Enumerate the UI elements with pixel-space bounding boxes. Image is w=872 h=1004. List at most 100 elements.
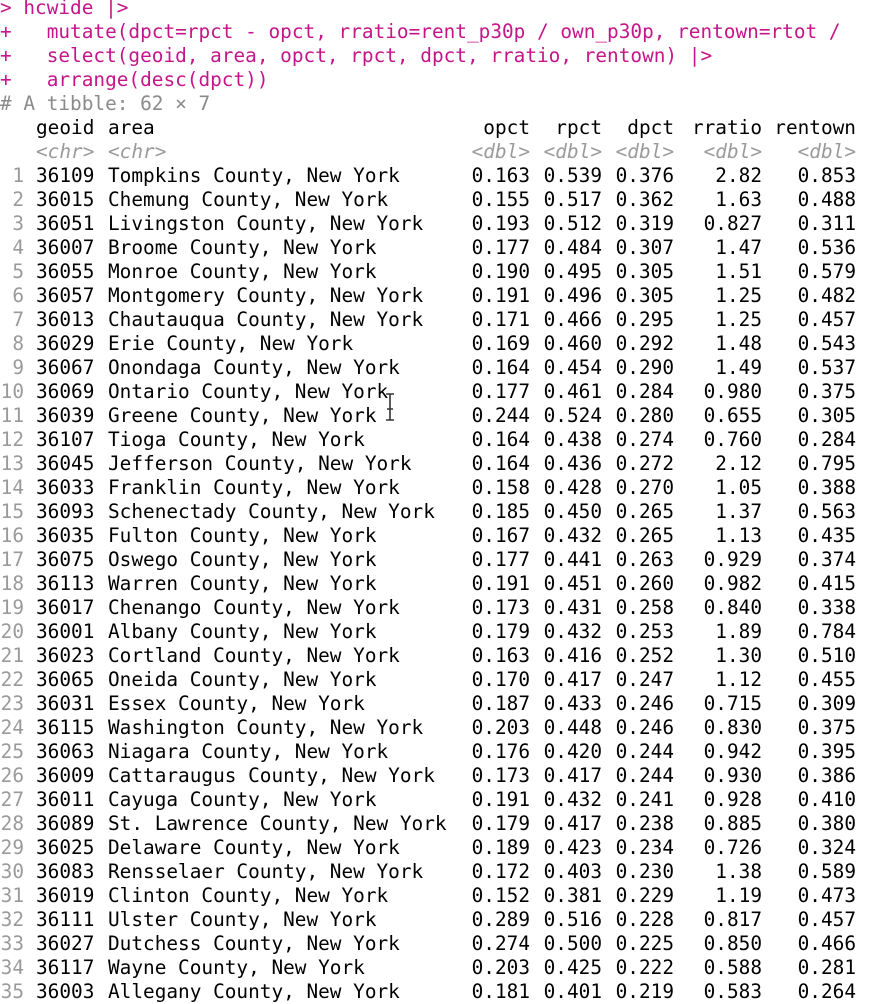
cell-area: Onondaga County, New York [108,356,400,379]
cell-rpct: 0.516 [543,908,602,931]
cell-dpct: 0.292 [615,332,674,355]
cell-rpct: 0.381 [543,884,602,907]
cell-geoid: 36001 [36,620,95,643]
table-row: 21 36023 Cortland County, New York 0.163 0.4… [0,644,872,668]
cell-rratio: 0.817 [703,908,762,931]
cell-rentown: 0.309 [797,692,856,715]
cell-area: Montgomery County, New York [108,284,424,307]
cell-area: Cayuga County, New York [108,788,377,811]
cell-dpct: 0.290 [615,356,674,379]
table-row: 7 36013 Chautauqua County, New York 0.171 0.… [0,308,872,332]
cell-rratio: 0.588 [703,956,762,979]
cell-opct: 0.189 [471,836,530,859]
cell-rratio: 0.760 [703,428,762,451]
cell-rentown: 0.563 [797,500,856,523]
table-row: 27 36011 Cayuga County, New York 0.191 0.432… [0,788,872,812]
i-beam-cursor-icon [383,392,397,422]
cell-rratio: 1.89 [715,620,762,643]
cell-rratio: 1.49 [715,356,762,379]
table-row: 19 36017 Chenango County, New York 0.173 0.4… [0,596,872,620]
cell-opct: 0.164 [471,356,530,379]
cell-area: Livingston County, New York [108,212,424,235]
cell-rentown: 0.435 [797,524,856,547]
cell-dpct: 0.265 [615,524,674,547]
column-type-rentown: <dbl> [797,140,856,163]
cell-rentown: 0.395 [797,740,856,763]
table-row: 17 36075 Oswego County, New York 0.177 0.441… [0,548,872,572]
cell-opct: 0.169 [471,332,530,355]
cell-geoid: 36063 [36,740,95,763]
cell-rpct: 0.454 [543,356,602,379]
cell-area: Essex County, New York [108,692,365,715]
table-row: 11 36039 Greene County, New York 0.244 0.524… [0,404,872,428]
table-row: 23 36031 Essex County, New York 0.187 0.433 0… [0,692,872,716]
cell-geoid: 36003 [36,980,95,1003]
cell-dpct: 0.295 [615,308,674,331]
row-number: 20 [0,620,24,643]
cell-rentown: 0.473 [797,884,856,907]
cell-rentown: 0.375 [797,380,856,403]
cell-rentown: 0.375 [797,716,856,739]
cell-rpct: 0.432 [543,524,602,547]
cell-rpct: 0.539 [543,164,602,187]
cell-rratio: 1.51 [715,260,762,283]
row-number: 19 [0,596,24,619]
cell-opct: 0.171 [471,308,530,331]
cell-dpct: 0.272 [615,452,674,475]
cell-rratio: 0.942 [703,740,762,763]
row-number: 10 [0,380,24,403]
cell-rratio: 1.05 [715,476,762,499]
cell-rratio: 2.82 [715,164,762,187]
cell-dpct: 0.376 [615,164,674,187]
cell-area: Ulster County, New York [108,908,377,931]
cell-opct: 0.163 [471,164,530,187]
cell-dpct: 0.319 [615,212,674,235]
row-number: 7 [12,308,24,331]
cell-rpct: 0.432 [543,788,602,811]
table-row: 32 36111 Ulster County, New York 0.289 0.516… [0,908,872,932]
cell-opct: 0.203 [471,716,530,739]
cell-rratio: 0.726 [703,836,762,859]
cell-rpct: 0.401 [543,980,602,1003]
cell-geoid: 36113 [36,572,95,595]
cell-opct: 0.158 [471,476,530,499]
table-row: 5 36055 Monroe County, New York 0.190 0.495 0… [0,260,872,284]
cell-opct: 0.191 [471,284,530,307]
cell-rentown: 0.537 [797,356,856,379]
table-row: 10 36069 Ontario County, New York 0.177 0.46… [0,380,872,404]
row-number: 15 [0,500,24,523]
cell-dpct: 0.229 [615,884,674,907]
row-number: 4 [12,236,24,259]
cell-rentown: 0.386 [797,764,856,787]
cell-dpct: 0.246 [615,692,674,715]
cell-geoid: 36031 [36,692,95,715]
cell-geoid: 36057 [36,284,95,307]
cell-rentown: 0.324 [797,836,856,859]
cell-area: Franklin County, New York [108,476,400,499]
cell-rentown: 0.305 [797,404,856,427]
table-row: 30 36083 Rensselaer County, New York 0.172 0… [0,860,872,884]
cell-geoid: 36107 [36,428,95,451]
cell-rentown: 0.457 [797,308,856,331]
cell-rpct: 0.524 [543,404,602,427]
cell-rentown: 0.795 [797,452,856,475]
cell-area: Fulton County, New York [108,524,377,547]
column-header-opct: opct [483,116,530,139]
cell-rpct: 0.425 [543,956,602,979]
cell-opct: 0.173 [471,764,530,787]
cell-area: Wayne County, New York [108,956,365,979]
cell-geoid: 36093 [36,500,95,523]
cell-area: Erie County, New York [108,332,354,355]
cell-opct: 0.170 [471,668,530,691]
column-header-rpct: rpct [555,116,602,139]
cell-dpct: 0.219 [615,980,674,1003]
cell-area: Rensselaer County, New York [108,860,424,883]
cell-geoid: 36051 [36,212,95,235]
column-header-rratio: rratio [691,116,762,139]
cell-opct: 0.176 [471,740,530,763]
cell-geoid: 36019 [36,884,95,907]
row-number: 34 [0,956,24,979]
cell-rratio: 2.12 [715,452,762,475]
cell-area: Warren County, New York [108,572,377,595]
